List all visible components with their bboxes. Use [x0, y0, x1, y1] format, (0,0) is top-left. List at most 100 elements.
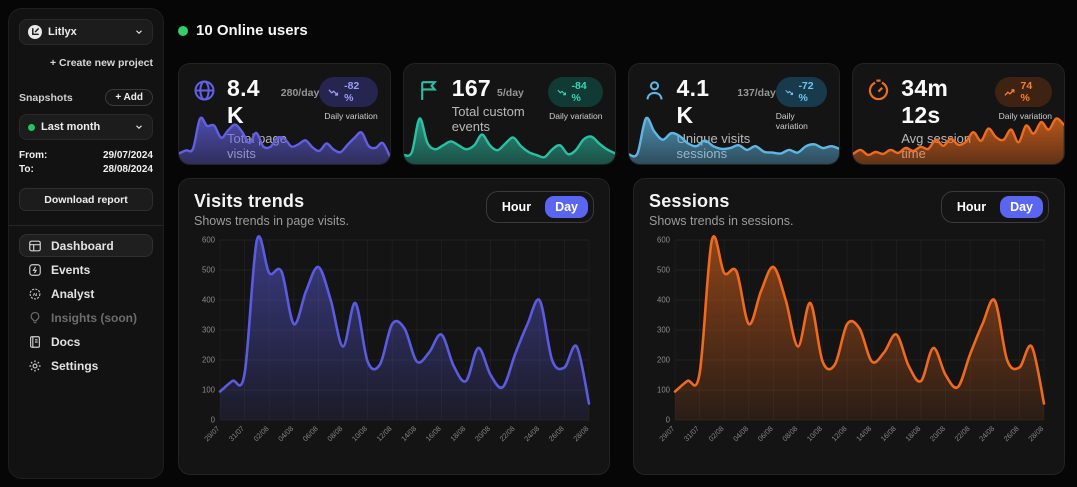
globe-icon: [192, 75, 217, 161]
svg-text:300: 300: [202, 326, 216, 335]
svg-text:22/08: 22/08: [953, 424, 972, 443]
stat-value: 4.1 K: [676, 75, 710, 128]
hour-toggle-button[interactable]: Hour: [947, 196, 996, 218]
svg-text:12/08: 12/08: [375, 424, 394, 443]
stat-value: 8.4 K: [227, 75, 260, 128]
svg-text:16/08: 16/08: [879, 424, 898, 443]
interval-toggle: Hour Day: [940, 191, 1049, 223]
hour-toggle-button[interactable]: Hour: [492, 196, 541, 218]
day-toggle-button[interactable]: Day: [1000, 196, 1043, 218]
litlyx-logo-icon: [28, 25, 42, 39]
sparkline-chart: [179, 116, 390, 164]
daily-variation-caption: Daily variation: [549, 111, 603, 121]
daily-variation-badge: -72 %: [775, 77, 828, 107]
chevron-down-icon: [136, 30, 142, 35]
stat-card-avg-session-time: 34m 12s Avg session time 74 % Daily vari…: [852, 63, 1065, 165]
sidebar-item-events[interactable]: Events: [19, 258, 153, 281]
svg-text:02/08: 02/08: [252, 424, 271, 443]
daily-variation-caption: Daily variation: [324, 111, 378, 121]
trend-down-icon: [557, 89, 566, 95]
daily-variation-badge: 74 %: [995, 77, 1052, 107]
project-selector[interactable]: Litlyx: [19, 19, 153, 45]
sidebar-item-label: Events: [51, 262, 91, 277]
visits-trends-chart[interactable]: 0 100 200 300 400 500 600 29/07 31/07 02/08 04/08 0…: [194, 232, 594, 458]
stat-card-unique-sessions: 4.1 K 137/day Unique visits sessions -72…: [627, 63, 841, 165]
stat-label: Total custom events: [451, 104, 525, 134]
svg-text:26/08: 26/08: [1002, 424, 1021, 443]
sidebar-item-label: Docs: [51, 334, 81, 349]
svg-text:04/08: 04/08: [731, 424, 750, 443]
daily-variation-badge: -84 %: [547, 77, 603, 107]
to-value: 28/08/2024: [102, 164, 153, 175]
svg-text:28/08: 28/08: [571, 424, 590, 443]
svg-text:14/08: 14/08: [399, 424, 418, 443]
day-toggle-button[interactable]: Day: [545, 196, 588, 218]
settings-icon: [27, 359, 42, 373]
svg-text:31/07: 31/07: [227, 424, 246, 443]
svg-text:200: 200: [202, 356, 216, 365]
user-icon: [642, 75, 667, 161]
sidebar-item-docs[interactable]: Docs: [19, 330, 153, 353]
svg-text:18/08: 18/08: [448, 424, 467, 443]
svg-text:0: 0: [211, 416, 216, 425]
svg-text:400: 400: [657, 296, 671, 305]
svg-text:06/08: 06/08: [301, 424, 320, 443]
svg-text:12/08: 12/08: [830, 424, 849, 443]
panel-title: Visits trends: [194, 191, 305, 211]
sessions-chart[interactable]: 0 100 200 300 400 500 600 29/07 31/07 02/08 04/08 0…: [649, 232, 1049, 458]
sidebar-divider: [9, 225, 163, 226]
svg-text:08/08: 08/08: [780, 424, 799, 443]
create-project-link[interactable]: + Create new project: [50, 57, 153, 69]
sidebar-item-label: Dashboard: [51, 238, 114, 253]
svg-text:22/08: 22/08: [498, 424, 517, 443]
docs-icon: [27, 335, 42, 349]
panel-subtitle: Shows trends in sessions.: [649, 214, 794, 228]
svg-text:20/08: 20/08: [928, 424, 947, 443]
svg-text:31/07: 31/07: [682, 424, 701, 443]
online-users-text: 10 Online users: [196, 22, 308, 39]
svg-text:600: 600: [657, 236, 671, 245]
stat-per-day: 5/day: [497, 87, 524, 99]
project-name: Litlyx: [48, 26, 77, 38]
svg-text:29/07: 29/07: [657, 424, 676, 443]
svg-text:24/08: 24/08: [977, 424, 996, 443]
sidebar-item-insights[interactable]: Insights (soon): [19, 306, 153, 329]
sidebar-item-label: Analyst: [51, 286, 95, 301]
chart-panels: Visits trends Shows trends in page visit…: [178, 178, 1065, 475]
svg-text:14/08: 14/08: [854, 424, 873, 443]
svg-text:100: 100: [202, 386, 216, 395]
panel-title: Sessions: [649, 191, 730, 211]
snapshot-status-dot: [28, 123, 35, 131]
main-content: 10 Online users 8.4 K 280/day T: [178, 0, 1065, 475]
svg-text:300: 300: [657, 326, 671, 335]
sidebar-item-analyst[interactable]: AI Analyst: [19, 282, 153, 305]
snapshot-selector[interactable]: Last month: [19, 114, 153, 140]
add-snapshot-button[interactable]: + Add: [105, 89, 153, 106]
events-icon: [27, 263, 42, 277]
trend-down-icon: [328, 88, 339, 96]
svg-text:26/08: 26/08: [547, 424, 566, 443]
interval-toggle: Hour Day: [485, 191, 594, 223]
analyst-icon: AI: [27, 287, 42, 301]
online-users-indicator: 10 Online users: [178, 22, 1065, 39]
svg-text:500: 500: [202, 266, 216, 275]
sidebar-nav: Dashboard Events AI Analyst Insights (so…: [19, 234, 153, 377]
svg-text:29/07: 29/07: [202, 424, 221, 443]
sidebar-item-settings[interactable]: Settings: [19, 354, 153, 377]
svg-text:20/08: 20/08: [473, 424, 492, 443]
daily-variation-badge: -82 %: [319, 77, 378, 107]
download-report-button[interactable]: Download report: [19, 188, 153, 211]
sidebar: Litlyx + Create new project Snapshots + …: [8, 8, 164, 479]
svg-text:16/08: 16/08: [424, 424, 443, 443]
svg-text:28/08: 28/08: [1026, 424, 1045, 443]
svg-text:0: 0: [666, 416, 671, 425]
daily-variation-caption: Daily variation: [998, 111, 1052, 121]
trend-down-icon: [785, 89, 793, 95]
visits-trends-panel: Visits trends Shows trends in page visit…: [178, 178, 610, 475]
date-range: From: 29/07/2024 To: 28/08/2024: [19, 149, 153, 177]
from-value: 29/07/2024: [102, 150, 153, 161]
sidebar-item-dashboard[interactable]: Dashboard: [19, 234, 153, 257]
flag-icon: [417, 75, 442, 134]
svg-text:24/08: 24/08: [522, 424, 541, 443]
